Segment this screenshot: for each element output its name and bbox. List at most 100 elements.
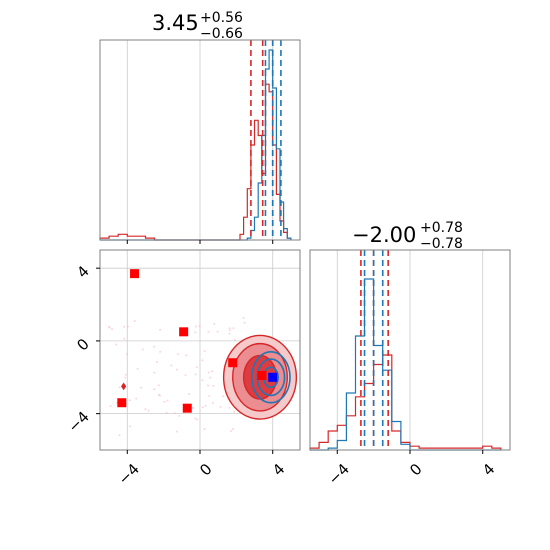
faint-sample-point	[157, 384, 160, 387]
faint-sample-point	[156, 361, 158, 363]
joint-y-ticks: 4 0 −4	[64, 262, 100, 436]
faint-sample-point	[207, 371, 210, 374]
faint-sample-point	[123, 337, 126, 340]
faint-sample-point	[228, 327, 231, 330]
x-marginal-panel: 3.45 +0.56 −0.66	[99, 10, 301, 244]
faint-sample-point	[176, 353, 179, 355]
faint-sample-point	[128, 399, 131, 402]
faint-sample-point	[124, 373, 127, 376]
faint-sample-point	[228, 329, 231, 332]
blue-square-marker	[268, 372, 278, 382]
faint-sample-point	[124, 376, 127, 379]
faint-sample-point	[194, 331, 197, 334]
joint-x-tick-label: −4	[115, 460, 143, 488]
faint-sample-point	[159, 328, 162, 331]
faint-sample-point	[140, 386, 143, 389]
faint-sample-point	[209, 376, 212, 379]
y-marginal-tick-label: 4	[479, 460, 498, 479]
joint-x-ticks: −4 0 4	[115, 450, 288, 488]
faint-sample-point	[133, 320, 136, 322]
y-marginal-panel: −2.00 +0.78 −0.78 −4 0 4	[309, 220, 511, 488]
red-square-marker	[257, 370, 267, 380]
faint-sample-point	[233, 410, 236, 413]
faint-sample-point	[129, 425, 131, 428]
faint-sample-point	[233, 339, 236, 341]
faint-sample-point	[159, 350, 162, 353]
faint-sample-point	[216, 330, 219, 333]
faint-sample-point	[165, 411, 168, 414]
faint-sample-point	[118, 434, 121, 437]
x-marginal-ticks	[126, 240, 274, 244]
faint-sample-point	[194, 373, 197, 376]
joint-panel: −4 0 4 4 0 −4	[64, 249, 301, 488]
y-marginal-tick-label: 0	[406, 460, 425, 479]
joint-x-tick-label: 4	[269, 460, 288, 479]
faint-sample-point	[232, 428, 234, 430]
red-small-contour	[121, 382, 127, 391]
faint-sample-point	[198, 325, 201, 328]
faint-sample-point	[136, 367, 139, 370]
faint-sample-point	[211, 370, 214, 373]
joint-y-tick-label: −4	[64, 408, 92, 436]
faint-sample-point	[147, 409, 150, 412]
faint-sample-point	[175, 368, 178, 371]
faint-sample-point	[109, 405, 112, 408]
y-title-minus: −0.78	[420, 236, 463, 252]
faint-sample-point	[228, 332, 231, 335]
x-title-minus: −0.66	[200, 26, 243, 42]
faint-sample-point	[166, 399, 169, 402]
y-marginal-histograms	[309, 278, 502, 451]
y-title-plus: +0.78	[420, 220, 463, 236]
faint-sample-point	[242, 317, 245, 319]
y-marginal-quantile-lines	[360, 250, 389, 450]
faint-sample-point	[178, 414, 181, 417]
faint-sample-point	[195, 366, 198, 369]
y-hist-red-series	[309, 354, 502, 450]
red-square-marker	[179, 327, 189, 337]
faint-sample-point	[194, 417, 197, 420]
faint-sample-point	[144, 408, 147, 411]
y-marginal-ticks: −4 0 4	[325, 450, 498, 488]
faint-sample-point	[173, 412, 176, 415]
faint-sample-point	[125, 353, 128, 356]
blue-contour-level	[256, 358, 286, 397]
faint-sample-point	[219, 405, 222, 408]
blue-contour-level	[251, 351, 291, 404]
faint-sample-point	[228, 406, 231, 409]
red-square-marker	[117, 398, 127, 408]
faint-sample-point	[111, 328, 113, 331]
faint-sample-point	[232, 327, 235, 330]
faint-sample-point	[163, 400, 166, 403]
faint-sample-point	[170, 364, 173, 367]
faint-sample-point	[118, 386, 121, 389]
faint-sample-point	[212, 384, 215, 387]
faint-sample-point	[201, 406, 204, 409]
faint-sample-point	[211, 401, 214, 404]
faint-sample-point	[141, 348, 144, 351]
x-title-median: 3.45	[152, 11, 199, 35]
y-marginal-grid	[336, 250, 484, 450]
faint-sample-point	[194, 325, 197, 328]
y-marginal-tick-label: −4	[325, 460, 353, 488]
faint-sample-point	[196, 418, 199, 421]
faint-sample-point	[243, 321, 246, 324]
faint-sample-point	[207, 330, 210, 333]
joint-y-tick-label: 0	[73, 335, 92, 354]
red-square-marker	[228, 358, 238, 368]
red-square-marker	[130, 269, 140, 279]
faint-sample-point	[123, 325, 126, 328]
faint-sample-point	[135, 397, 138, 400]
red-square-marker	[182, 403, 192, 413]
faint-sample-point	[203, 350, 206, 353]
faint-sample-point	[126, 325, 129, 328]
faint-sample-point	[108, 326, 111, 329]
faint-sample-point	[115, 343, 118, 346]
faint-sample-point	[201, 359, 204, 362]
y-title-median: −2.00	[352, 223, 416, 247]
faint-sample-point	[157, 393, 160, 396]
faint-sample-point	[188, 393, 191, 395]
faint-sample-point	[185, 354, 188, 357]
faint-sample-point	[153, 345, 155, 348]
faint-sample-point	[229, 430, 232, 433]
